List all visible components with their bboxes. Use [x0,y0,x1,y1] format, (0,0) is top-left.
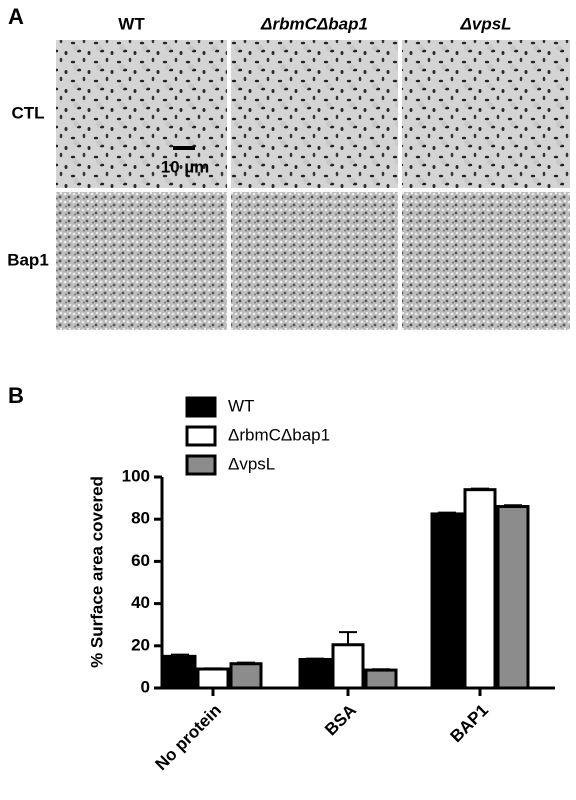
legend-label: WT [228,396,254,415]
bar [196,667,230,690]
y-axis-label: % Surface area covered [87,476,106,668]
row-label: CTL [11,103,44,122]
y-tick-label: 60 [131,551,150,570]
scale-bar-label: 10 µm [161,157,210,176]
bar [229,662,263,690]
bar-chart: 0 20 40 60 80 100 No protein BSA BAP1 WT ΔrbmCΔbap… [122,396,555,774]
bar [163,654,197,690]
column-header: ΔrbmCΔbap1 [260,14,368,33]
legend-swatch [185,454,217,476]
bar [298,658,332,690]
x-tick-label: BAP1 [446,701,492,747]
bar [331,643,365,690]
y-tick-label: 20 [131,635,150,654]
legend-label: ΔvpsL [228,454,275,473]
panel-label: A [8,4,24,29]
legend-swatch [185,396,217,418]
micrograph [56,192,227,330]
x-tick-label: BSA [321,701,360,740]
micrograph [231,40,398,188]
micrograph [402,40,570,188]
micrograph [402,192,570,330]
column-header: WT [118,14,145,33]
column-header: ΔvpsL [459,14,511,33]
y-tick-label: 80 [131,509,150,528]
micrograph [231,192,398,330]
y-tick-label: 100 [122,466,150,485]
legend-swatch [185,425,217,447]
legend-label: ΔrbmCΔbap1 [228,425,330,444]
row-label: Bap1 [7,250,49,269]
micrograph [56,40,227,188]
micrographs: WT ΔrbmCΔbap1 ΔvpsL CTL Bap1 10 µm [7,14,570,330]
bar [364,668,398,690]
panel-label: B [8,383,24,408]
y-tick-label: 40 [131,593,150,612]
x-tick-label: No protein [151,701,225,775]
y-tick-label: 0 [141,677,150,696]
bar [430,512,464,690]
bar [463,488,497,690]
bar [496,505,530,690]
